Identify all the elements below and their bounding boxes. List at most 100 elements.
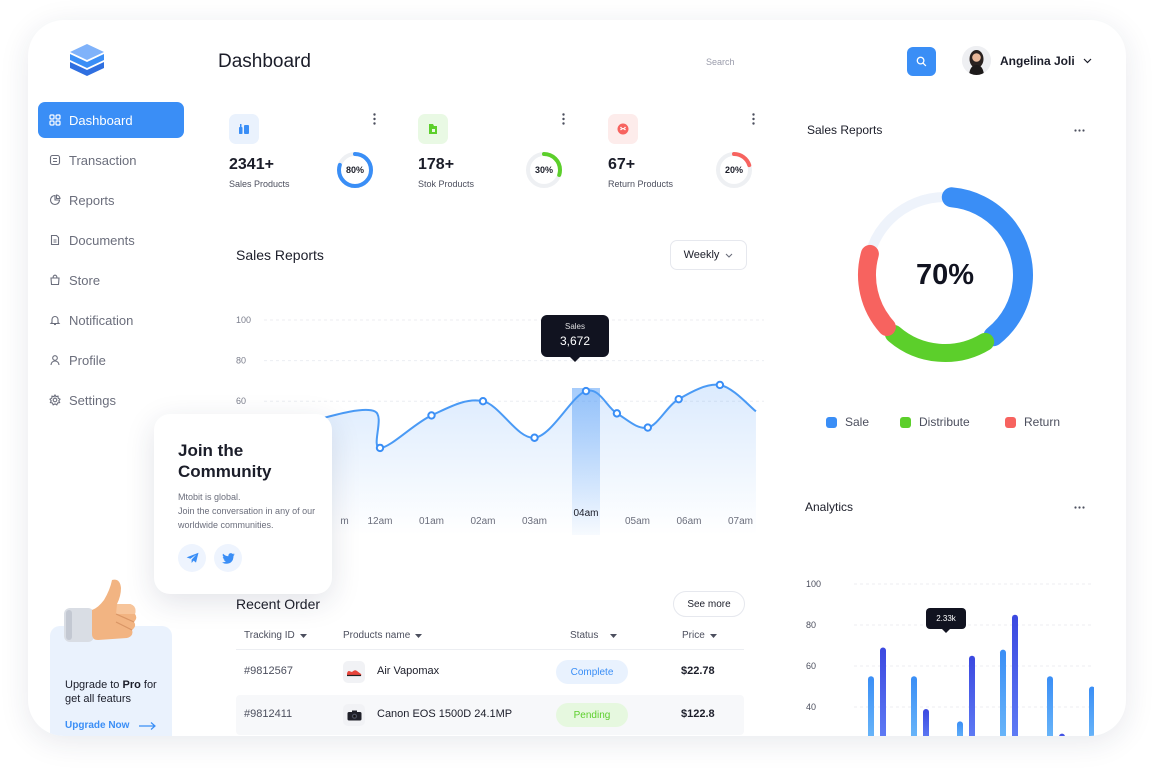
- data-point: [427, 411, 436, 420]
- analytics-bar: [1012, 614, 1018, 736]
- sidebar-item-label: Dashboard: [69, 112, 133, 128]
- bag-icon: [229, 114, 259, 144]
- page-title: Dashboard: [218, 51, 311, 72]
- period-dropdown[interactable]: Weekly: [670, 240, 747, 270]
- tooltip-label: Sales: [564, 322, 585, 331]
- sidebar-item-label: Store: [69, 272, 101, 288]
- stat-card-sales: 2341+ Sales Products 80%: [229, 112, 379, 194]
- x-tick-label: 12am: [367, 516, 393, 527]
- transaction-icon: [49, 154, 61, 166]
- column-header-price[interactable]: Price: [682, 630, 717, 641]
- donut-slice-sale: [857, 187, 1033, 363]
- x-tick-label: 06am: [676, 516, 702, 527]
- community-card: Join the Community Mtobit is global. Join…: [154, 414, 332, 594]
- data-point: [530, 433, 539, 442]
- donut-center-value: 70%: [915, 258, 975, 291]
- data-point: [715, 380, 725, 390]
- product-name: Air Vapomax: [377, 665, 440, 677]
- sort-down-icon: [709, 633, 717, 638]
- user-menu[interactable]: Angelina Joli: [962, 46, 1092, 75]
- logo-icon: [70, 44, 104, 76]
- x-tick-label: 04am: [573, 508, 599, 519]
- tracking-id: #9812411: [244, 708, 293, 720]
- box-icon: [418, 114, 448, 144]
- column-header-status[interactable]: Status: [570, 630, 618, 641]
- camera-icon: [343, 704, 365, 726]
- analytics-bar: [1059, 733, 1065, 736]
- dashboard-window: Dashboard Transaction Reports Documents …: [28, 20, 1126, 736]
- community-description: Mtobit is global. Join the conversation i…: [178, 492, 316, 530]
- sidebar-item-reports[interactable]: Reports: [38, 182, 184, 218]
- stat-card-return: 67+ Return Products 20%: [608, 112, 758, 194]
- donut-slice-distribute: [858, 188, 1032, 362]
- y-tick-label: 100: [806, 579, 821, 589]
- analytics-bar: [969, 655, 975, 736]
- ring-progress: [337, 152, 373, 188]
- table-row[interactable]: #9812567 Air Vapomax Complete $22.78: [236, 652, 744, 692]
- table-row[interactable]: #9812411 Canon EOS 1500D 24.1MP Pending …: [236, 695, 744, 735]
- sidebar-item-documents[interactable]: Documents: [38, 222, 184, 258]
- user-name: Angelina Joli: [1000, 53, 1075, 68]
- document-icon: [49, 234, 61, 246]
- user-icon: [49, 354, 61, 366]
- column-header-tracking-id[interactable]: Tracking ID: [244, 630, 307, 641]
- y-tick-label: 60: [806, 661, 816, 671]
- progress-ring: [337, 152, 373, 188]
- arrow-right-icon: [139, 721, 157, 730]
- sidebar-item-store[interactable]: Store: [38, 262, 184, 298]
- avatar: [962, 46, 991, 75]
- donut-slice-return: [858, 188, 1032, 362]
- legend-dot: [826, 416, 837, 428]
- more-vertical-icon[interactable]: [369, 112, 379, 126]
- sidebar-item-profile[interactable]: Profile: [38, 342, 184, 378]
- grid-icon: [49, 114, 61, 126]
- ring-progress: [526, 152, 562, 188]
- analytics-bar: [1000, 649, 1006, 736]
- analytics-bar: [1047, 676, 1053, 736]
- bell-icon: [49, 314, 61, 326]
- telegram-button[interactable]: [178, 544, 206, 572]
- shoe-icon: [343, 661, 365, 683]
- progress-ring: [716, 152, 752, 188]
- legend-dot: [900, 416, 911, 428]
- more-horizontal-icon[interactable]: [1072, 502, 1086, 512]
- status-badge: Pending: [556, 703, 628, 727]
- analytics-bar-chart: 10080604020: [806, 579, 1094, 736]
- more-vertical-icon[interactable]: [748, 112, 758, 126]
- more-vertical-icon[interactable]: [558, 112, 568, 126]
- chevron-down-icon: [725, 253, 733, 258]
- sidebar-item-settings[interactable]: Settings: [38, 382, 184, 418]
- sidebar-item-label: Profile: [69, 352, 106, 368]
- stat-label: Sales Products: [229, 179, 290, 189]
- search-button[interactable]: [907, 47, 936, 76]
- more-horizontal-icon[interactable]: [1072, 125, 1086, 135]
- analytics-bar: [957, 721, 963, 736]
- progress-percent: 80%: [345, 165, 364, 175]
- sidebar-item-notification[interactable]: Notification: [38, 302, 184, 338]
- sidebar-item-label: Documents: [69, 232, 135, 248]
- twitter-button[interactable]: [214, 544, 242, 572]
- stat-value: 178+: [418, 156, 455, 173]
- sales-donut-chart: [857, 187, 1033, 363]
- sort-down-icon: [610, 633, 618, 638]
- search-input[interactable]: Search: [706, 57, 735, 67]
- sidebar-item-dashboard[interactable]: Dashboard: [38, 102, 184, 138]
- area-fill: [266, 384, 756, 535]
- sidebar-item-transaction[interactable]: Transaction: [38, 142, 184, 178]
- y-tick-label: 100: [236, 315, 251, 325]
- analytics-bar: [868, 676, 874, 736]
- stat-value: 67+: [608, 156, 636, 173]
- chevron-down-icon[interactable]: [1083, 58, 1092, 64]
- x-tick-label: 07am: [727, 516, 753, 527]
- upgrade-now-link[interactable]: Upgrade Now: [65, 720, 158, 731]
- column-header-products-name[interactable]: Products name: [343, 630, 423, 641]
- sidebar-item-label: Notification: [69, 312, 134, 328]
- x-tick-label: 02am: [470, 516, 496, 527]
- analytics-bar: [911, 676, 917, 736]
- see-more-button[interactable]: See more: [673, 591, 745, 617]
- analytics-title: Analytics: [805, 500, 854, 514]
- community-title: Join the Community: [178, 441, 272, 481]
- analytics-bar: [1089, 686, 1094, 736]
- sidebar-item-label: Transaction: [69, 152, 137, 168]
- data-point: [375, 443, 385, 453]
